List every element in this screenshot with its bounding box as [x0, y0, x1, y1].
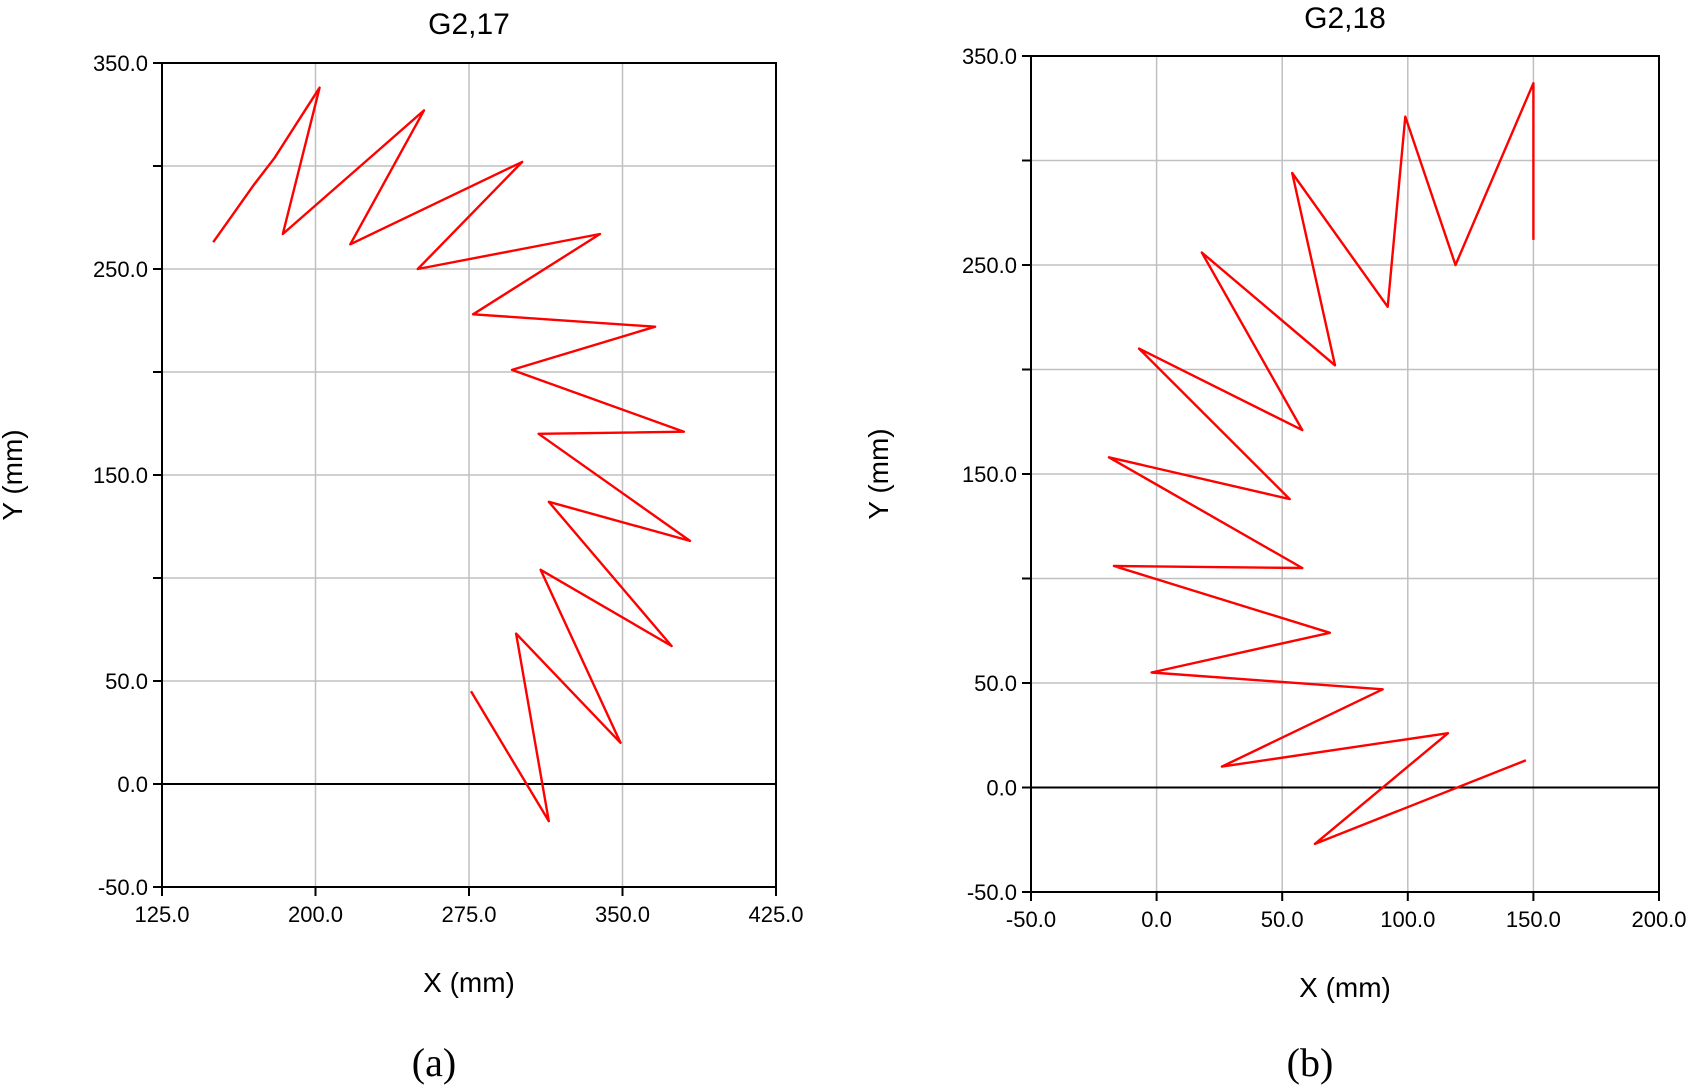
x-tick-label: 50.0 [1261, 907, 1304, 932]
grid [162, 63, 776, 887]
y-tick-label: 150.0 [962, 462, 1017, 487]
x-tick-label: 125.0 [134, 902, 189, 927]
y-tick-label: 150.0 [93, 463, 148, 488]
y-tick-label: 0.0 [986, 776, 1017, 801]
x-tick-label: 200.0 [288, 902, 343, 927]
grid [1031, 56, 1659, 892]
x-tick-label: 425.0 [748, 902, 803, 927]
y-tick-label: -50.0 [967, 880, 1017, 905]
y-tick-label: 0.0 [117, 772, 148, 797]
x-tick-label: 275.0 [441, 902, 496, 927]
y-tick-label: 250.0 [962, 253, 1017, 278]
x-axis-label: X (mm) [423, 967, 515, 998]
x-tick-label: 150.0 [1506, 907, 1561, 932]
x-tick-label: 200.0 [1631, 907, 1686, 932]
y-axis-label: Y (mm) [0, 429, 28, 520]
y-axis-label: Y (mm) [863, 428, 894, 519]
y-tick-label: 50.0 [105, 669, 148, 694]
x-tick-label: 350.0 [595, 902, 650, 927]
panel-caption: (a) [412, 1040, 456, 1085]
chart-panel-a: 125.0 200.0 275.0 350.0 425.0 -50.0 0.0 50.0 150… [0, 8, 804, 1085]
y-tick-label: 250.0 [93, 257, 148, 282]
chart-title: G2,17 [428, 8, 510, 41]
series-line [1107, 81, 1535, 846]
x-tick-label: -50.0 [1006, 907, 1056, 932]
x-axis-label: X (mm) [1299, 972, 1391, 1003]
y-tick-label: -50.0 [98, 875, 148, 900]
y-tick-label: 350.0 [93, 51, 148, 76]
y-tick-label: 350.0 [962, 44, 1017, 69]
panel-caption: (b) [1287, 1040, 1334, 1085]
chart-panel-b: -50.0 0.0 50.0 100.0 150.0 200.0 -50.0 0.0 50.0 1… [863, 2, 1687, 1085]
x-tick-label: 100.0 [1380, 907, 1435, 932]
y-tick-label: 50.0 [974, 671, 1017, 696]
series-line [212, 86, 692, 823]
chart-title: G2,18 [1304, 2, 1386, 35]
x-tick-label: 0.0 [1141, 907, 1172, 932]
